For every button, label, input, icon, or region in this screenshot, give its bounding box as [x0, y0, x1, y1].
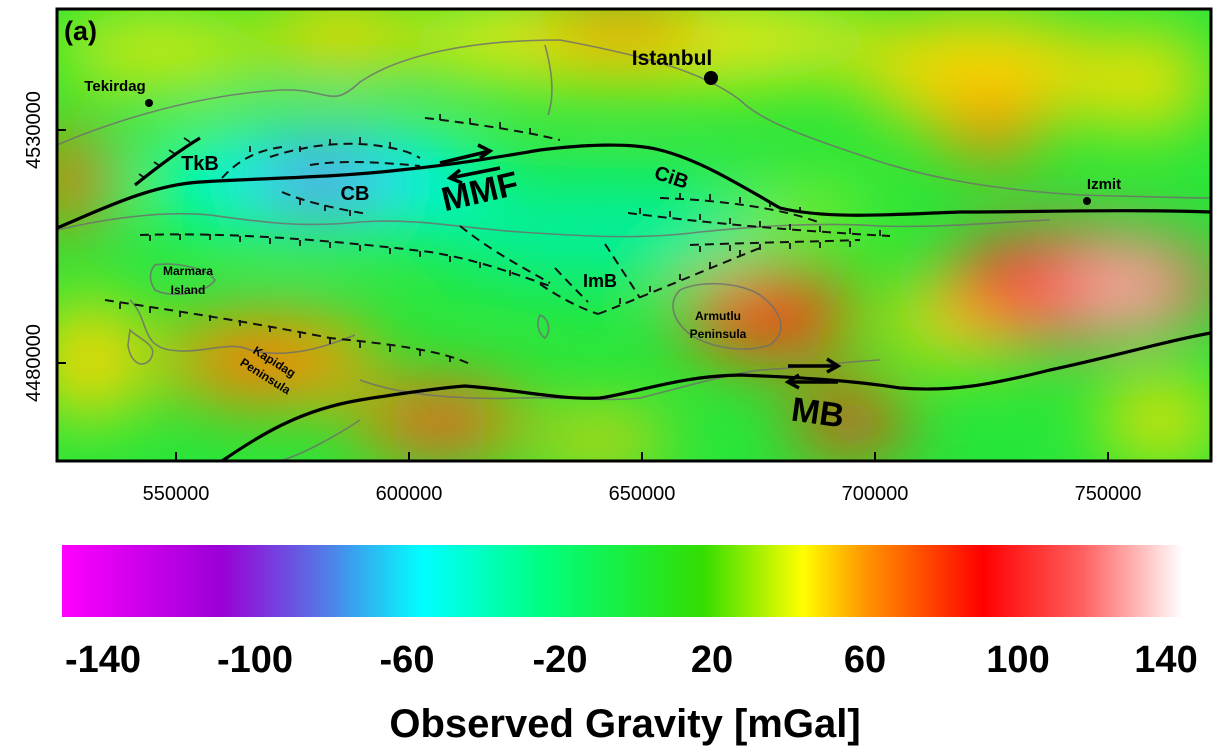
istanbul-marker: [704, 71, 718, 85]
tekirdag-marker: [145, 99, 153, 107]
colorbar-tick-label: 60: [844, 639, 886, 681]
colorbar-tick-label: 100: [986, 639, 1049, 681]
imb-label: ImB: [583, 271, 617, 291]
armutlu-label-line2: Peninsula: [690, 327, 747, 341]
normal-faults: [104, 117, 891, 365]
x-tick-label: 750000: [1075, 483, 1142, 505]
y-tick-label: 4530000: [23, 91, 45, 169]
tkb-label: TkB: [181, 153, 219, 175]
colorbar-tick-label: -100: [217, 639, 293, 681]
colorbar-tick-labels: -140 -100 -60 -20 20 60 100 140: [65, 639, 1198, 681]
x-tick-labels: 550000 600000 650000 700000 750000: [143, 483, 1142, 505]
gravity-anomaly-field: [57, 9, 1211, 461]
colorbar-title: Observed Gravity [mGal]: [389, 702, 860, 746]
mb-label: MB: [789, 390, 847, 435]
izmit-marker: [1083, 197, 1091, 205]
x-tick-label: 650000: [609, 483, 676, 505]
cb-label: CB: [341, 183, 370, 205]
y-tick-labels: 4530000 4480000: [23, 91, 45, 402]
colorbar-tick-label: -20: [533, 639, 588, 681]
istanbul-label: Istanbul: [632, 47, 713, 70]
colorbar-tick-label: -60: [380, 639, 435, 681]
fault-hatch-ticks: [119, 114, 881, 362]
coastlines: [57, 39, 1211, 461]
gravity-map: Istanbul Tekirdag Izmit Marmara Island A…: [57, 9, 1211, 461]
colorbar-tick-label: 140: [1134, 639, 1197, 681]
x-tick-label: 600000: [376, 483, 443, 505]
armutlu-label-line1: Armutlu: [695, 309, 741, 323]
map-frame: [55, 7, 1213, 463]
major-faults: [57, 136, 1211, 461]
mb-sense-arrows: [784, 357, 842, 390]
axis-ticks: [57, 129, 1109, 461]
x-tick-label: 700000: [842, 483, 909, 505]
south-branch-fault: [221, 331, 1211, 461]
mmf-sense-arrows: [439, 143, 501, 185]
colorbar-tick-label: -140: [65, 639, 141, 681]
marmara-island-label-line1: Marmara: [163, 264, 213, 278]
colorbar-tick-label: 20: [691, 639, 733, 681]
y-tick-label: 4480000: [23, 324, 45, 402]
x-tick-label: 550000: [143, 483, 210, 505]
panel-label: (a): [64, 16, 97, 46]
north-branch-fault: [57, 143, 1211, 230]
colorbar: [62, 545, 1183, 617]
tekirdag-label: Tekirdag: [84, 78, 145, 95]
ganos-segment: [134, 136, 201, 187]
marmara-island-label-line2: Island: [171, 283, 206, 297]
izmit-label: Izmit: [1087, 176, 1121, 193]
